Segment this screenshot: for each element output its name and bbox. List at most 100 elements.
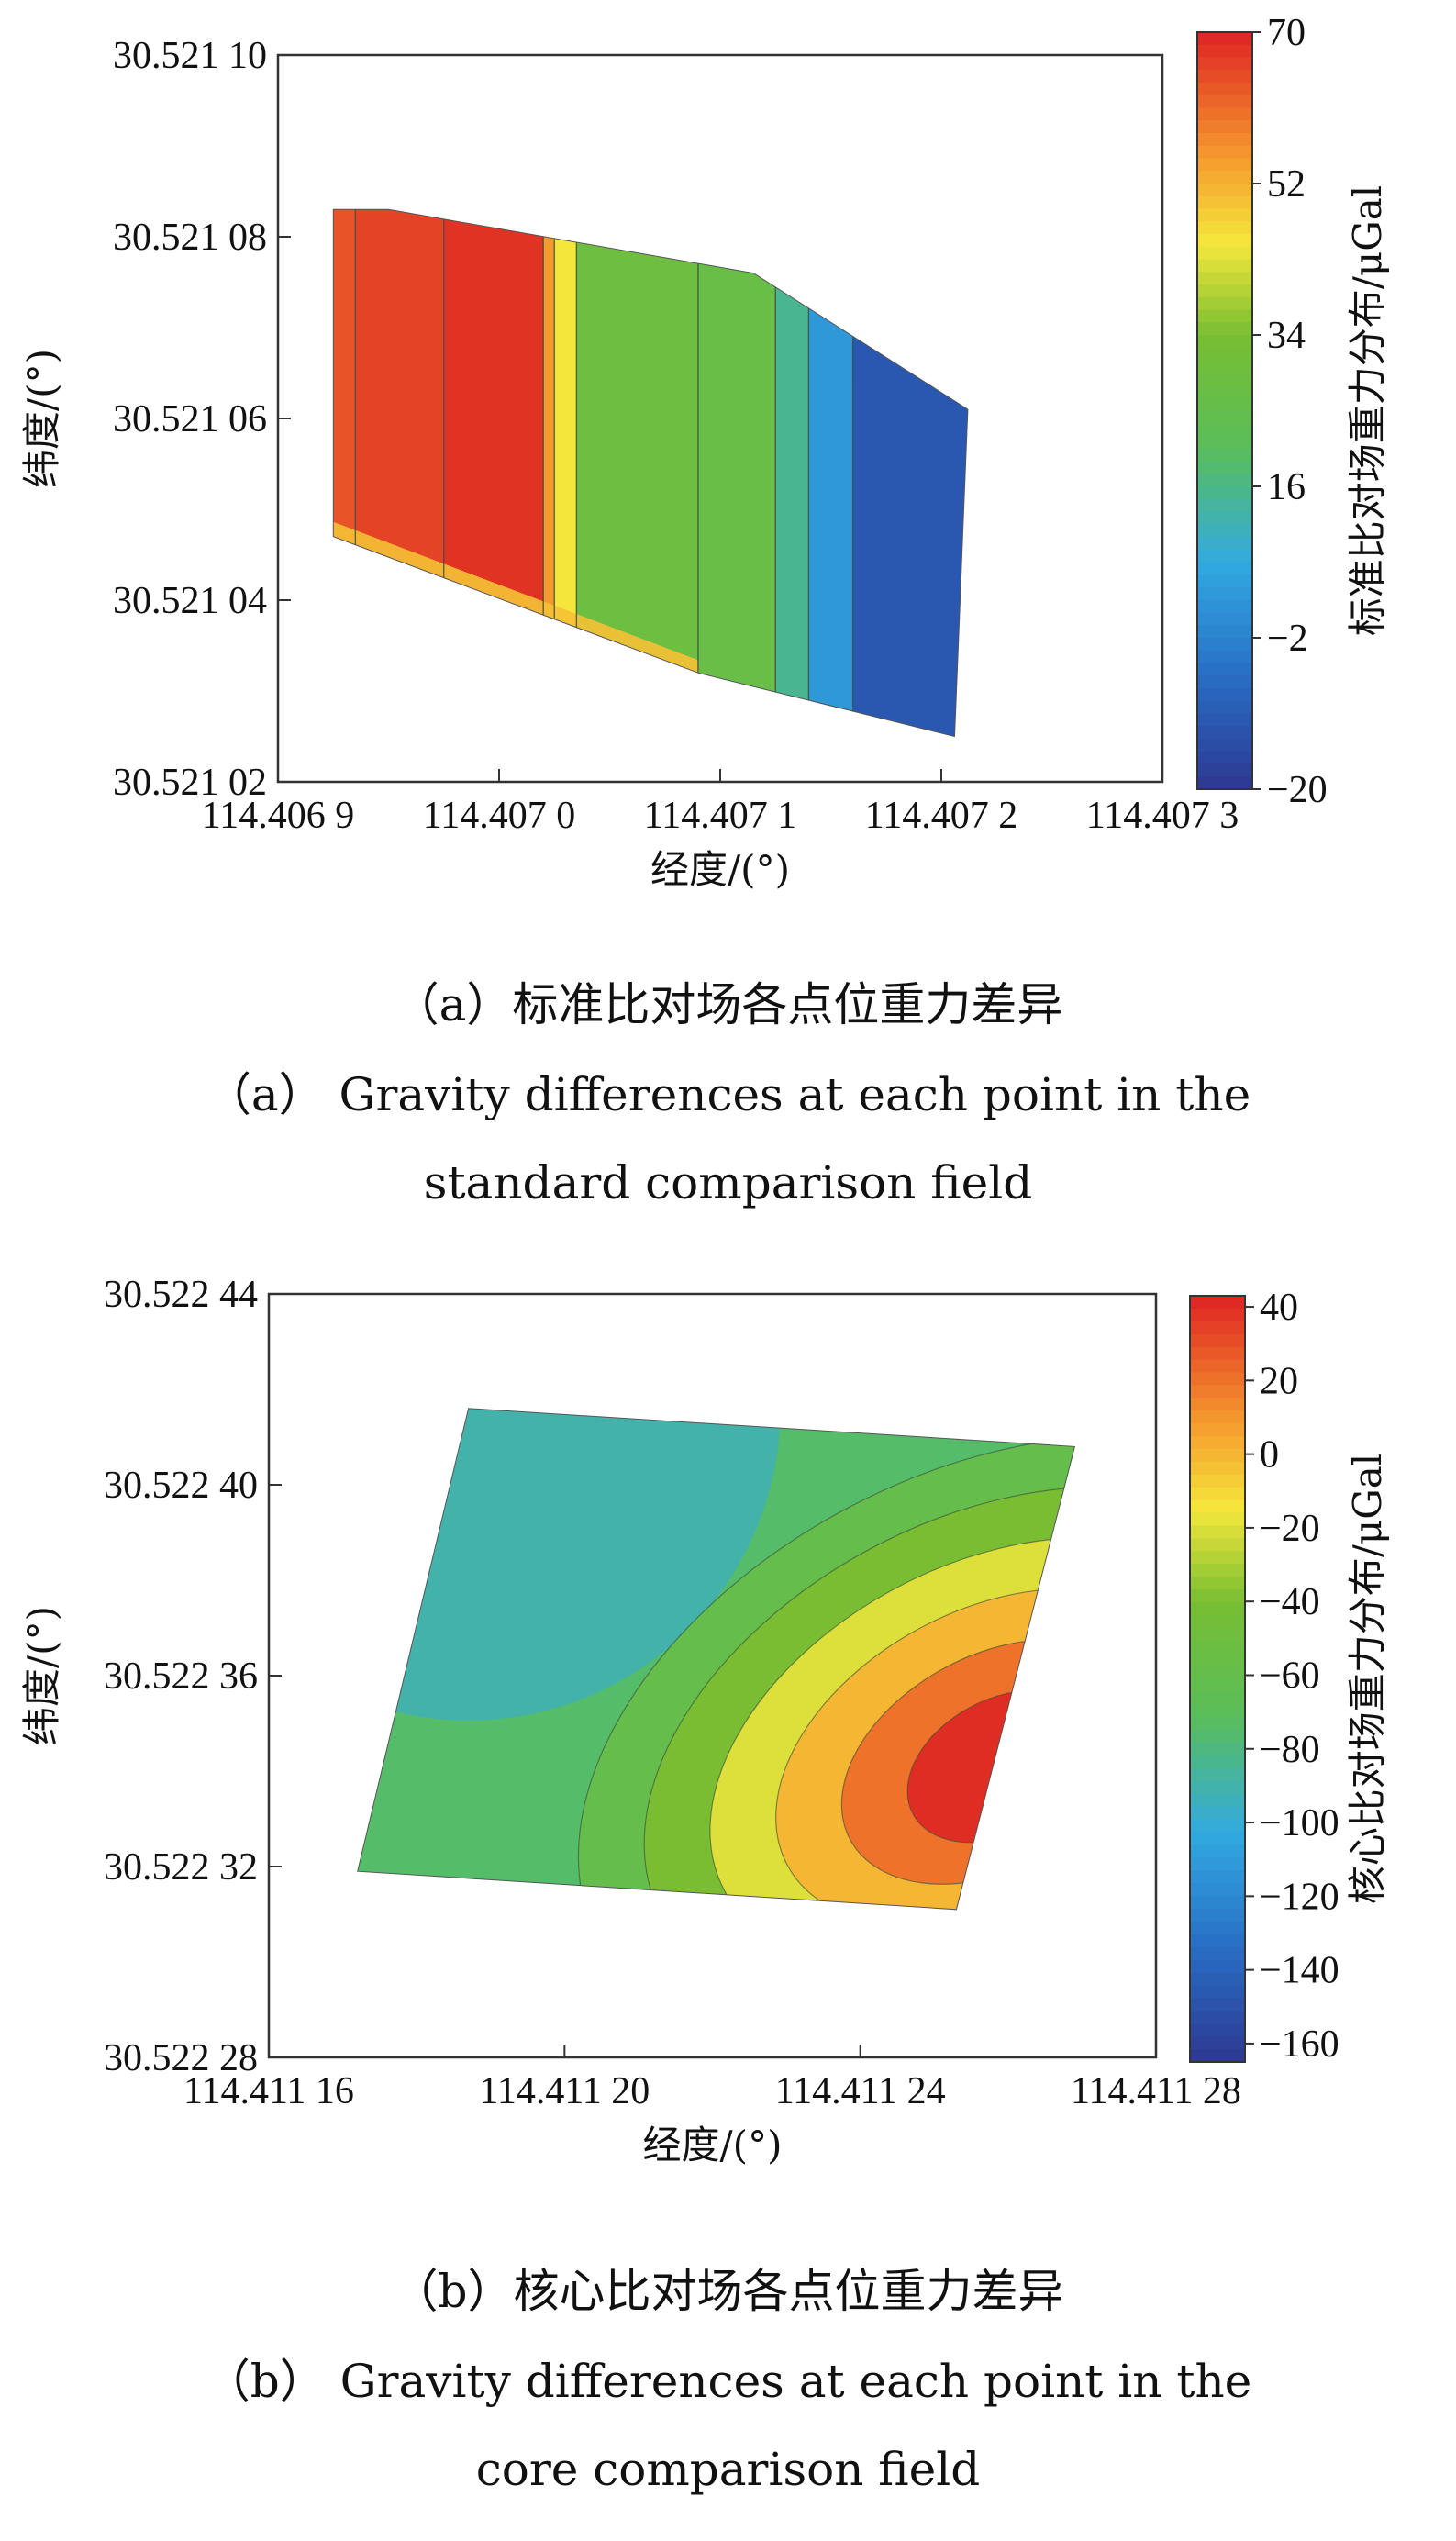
colorbar-segment (1190, 1717, 1245, 1731)
colorbar-segment (1197, 120, 1252, 134)
colorbar-segment (1190, 1614, 1245, 1629)
colorbar-segment (1190, 1296, 1245, 1310)
colorbar-segment (1190, 1538, 1245, 1552)
colorbar-segment (1197, 436, 1252, 450)
contour-band (852, 336, 968, 737)
colorbar-segment (1197, 360, 1252, 373)
colorbar-segment (1197, 284, 1252, 298)
colorbar-segment (1197, 448, 1252, 463)
y-tick-label: 30.522 44 (104, 1274, 258, 1316)
colorbar-segment (1197, 145, 1252, 160)
chart-b-svg: 114.411 16 114.411 20 114.411 24 114.411 28… (19, 1274, 1390, 2168)
contour-band (357, 1408, 781, 1721)
colorbar-segment (1197, 537, 1252, 551)
colorbar-segment (1190, 1653, 1245, 1667)
colorbar-tick-label: −140 (1260, 1950, 1339, 1992)
colorbar-segment (1190, 1602, 1245, 1616)
y-tick-label: 30.521 08 (113, 217, 267, 259)
colorbar-tick-label: 0 (1260, 1434, 1279, 1477)
colorbar-segment (1190, 1909, 1245, 1922)
caption-b-cn: （b）核心比对场各点位重力差异 (392, 2265, 1064, 2318)
colorbar-tick-label: −160 (1260, 2023, 1339, 2066)
colorbar-segment (1197, 208, 1252, 222)
colorbar-segment (1190, 1870, 1245, 1884)
colorbar-segment (1190, 1793, 1245, 1808)
colorbar-segment (1197, 776, 1252, 790)
colorbar-segment (1197, 246, 1252, 261)
colorbar-segment (1197, 385, 1252, 399)
contour-band (775, 286, 809, 701)
colorbar-segment (1190, 1985, 1245, 2000)
colorbar-segment (1197, 184, 1252, 197)
data-region-outline (332, 208, 969, 738)
contour-band (808, 307, 853, 711)
y-tick-label: 30.521 10 (113, 35, 267, 77)
colorbar-segment (1197, 763, 1252, 777)
colorbar-segment (1197, 663, 1252, 676)
x-tick-label: 114.407 2 (865, 795, 1017, 837)
colorbar-frame (1196, 31, 1253, 790)
colorbar-segment (1197, 83, 1252, 96)
colorbar-segment (1190, 1691, 1245, 1705)
colorbar-segment (1190, 1921, 1245, 1935)
colorbar-segment (1190, 1832, 1245, 1846)
caption-a-cn: （a）标准比对场各点位重力差异 (393, 978, 1063, 1031)
colorbar-segment (1190, 1474, 1245, 1488)
colorbar-frame (1189, 1295, 1246, 2063)
x-tick-label: 114.411 24 (775, 2070, 946, 2112)
colorbar-segment (1197, 133, 1252, 147)
chart-a-svg: 114.406 9 114.407 0 114.407 1 114.407 2 114.… (19, 12, 1390, 892)
colorbar-segment (1190, 1487, 1245, 1501)
figure-a: 114.406 9 114.407 0 114.407 1 114.407 2 114.… (0, 0, 1456, 1248)
colorbar-segment (1197, 171, 1252, 184)
x-tick-label: 114.407 0 (423, 795, 575, 837)
colorbar-segment (1190, 2023, 1245, 2037)
colorbar-segment (1190, 1461, 1245, 1476)
colorbar-segment (1190, 1704, 1245, 1718)
contour-band (443, 218, 544, 616)
colorbar-segment (1197, 474, 1252, 487)
colorbar-tick-label: −100 (1260, 1802, 1339, 1844)
y-tick-label: 30.522 28 (104, 2037, 258, 2079)
colorbar-segment (1197, 751, 1252, 765)
y-tick-label: 30.522 40 (104, 1465, 258, 1507)
colorbar-segment (1190, 1780, 1245, 1795)
y-axis-label: 纬度/(°) (19, 1606, 64, 1745)
colorbar-segment (1197, 70, 1252, 84)
colorbar-segment (1197, 675, 1252, 689)
colorbar-segment (1190, 1499, 1245, 1514)
y-tick-label: 30.521 02 (113, 762, 267, 804)
colorbar-segment (1197, 549, 1252, 563)
x-tick-label: 114.406 9 (202, 795, 354, 837)
colorbar-segment (1197, 423, 1252, 437)
colorbar-tick-label: −20 (1260, 1508, 1320, 1550)
colorbar-segment (1197, 397, 1252, 412)
colorbar-tick-label: 40 (1260, 1287, 1298, 1329)
colorbar-segment (1190, 1678, 1245, 1693)
colorbar-segment (1190, 1730, 1245, 1744)
colorbar-segment (1197, 461, 1252, 474)
contour-band-edge (333, 521, 698, 674)
x-tick-label: 114.411 28 (1071, 2070, 1241, 2112)
colorbar-tick-label: 52 (1267, 163, 1306, 206)
colorbar-segment (1197, 562, 1252, 575)
colorbar-segment (1190, 1806, 1245, 1821)
contour-band (576, 242, 698, 674)
colorbar-segment (1197, 221, 1252, 235)
colorbar-segment (1197, 44, 1252, 59)
colorbar-segment (1190, 1564, 1245, 1577)
colorbar-segment (1197, 373, 1252, 386)
data-region-outline (357, 1408, 1076, 1911)
colorbar-segment (1190, 1819, 1245, 1833)
colorbar-segment (1190, 2011, 1245, 2024)
colorbar-segment (1190, 1551, 1245, 1565)
colorbar-segment (1197, 158, 1252, 172)
colorbar-segment (1190, 1998, 1245, 2012)
colorbar-tick-label: −120 (1260, 1876, 1339, 1918)
colorbar-segment (1190, 1934, 1245, 1948)
contour-band (554, 238, 577, 628)
colorbar-segment (1197, 259, 1252, 273)
colorbar-segment (1190, 1308, 1245, 1322)
colorbar-segment (1190, 1640, 1245, 1655)
x-axis-label: 经度/(°) (650, 847, 790, 892)
